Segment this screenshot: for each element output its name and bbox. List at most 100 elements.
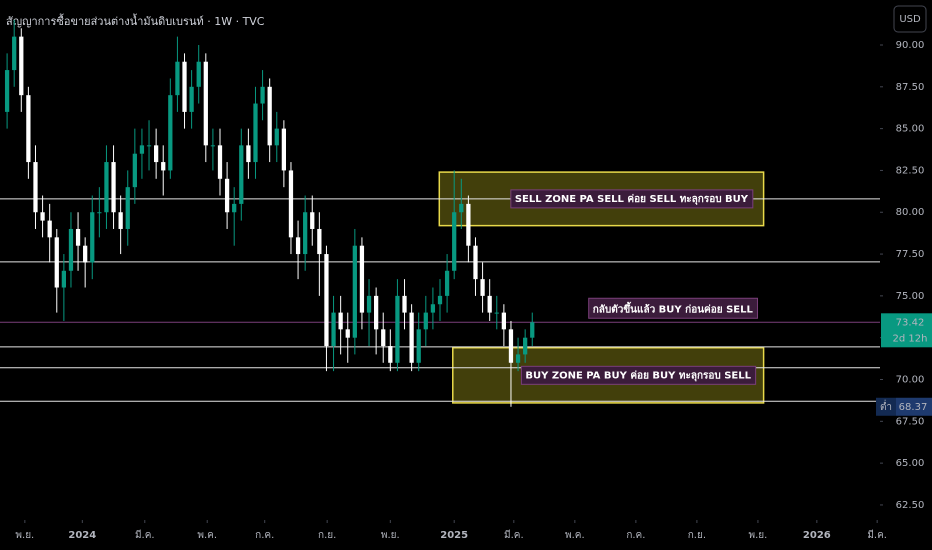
candle-body	[352, 245, 357, 338]
candle	[12, 19, 17, 87]
y-tick-label: 90.00	[896, 40, 925, 51]
candle-body	[217, 145, 223, 179]
y-tick-label: 85.00	[896, 124, 925, 135]
candle	[515, 337, 521, 372]
candle-body	[4, 70, 10, 112]
candle	[274, 111, 279, 163]
candle	[61, 254, 66, 321]
low-value: 68.37	[899, 402, 928, 413]
x-tick-label: พ.ค.	[565, 530, 585, 541]
candle	[402, 279, 407, 330]
candle	[366, 279, 372, 347]
x-tick-label: ก.ย.	[688, 530, 706, 541]
candle	[324, 245, 329, 372]
candle	[33, 145, 38, 229]
candle	[26, 86, 31, 179]
candle-body	[168, 95, 173, 171]
x-tick-label: มี.ค.	[867, 529, 887, 541]
candle	[444, 254, 450, 313]
candle-body	[75, 228, 81, 246]
candle	[487, 279, 492, 321]
candle	[267, 78, 272, 163]
low-tag: ต่ำ	[880, 399, 892, 413]
y-tick-label: 67.50	[896, 416, 925, 427]
candle-body	[317, 228, 322, 255]
zone-label: BUY ZONE PA BUY ค่อย BUY ทะลุกรอบ SELL	[525, 369, 751, 381]
candle	[224, 162, 230, 229]
zone-label-box	[520, 365, 757, 385]
candle-body	[395, 295, 400, 363]
candle	[281, 120, 286, 188]
candle-body	[54, 237, 59, 288]
candle-body	[239, 145, 244, 204]
currency[interactable]: USD	[899, 14, 921, 25]
candle-body	[530, 322, 535, 338]
candle-body	[154, 145, 159, 163]
candle	[146, 120, 152, 171]
candle-body	[416, 329, 421, 363]
candle	[125, 170, 130, 246]
candle	[196, 44, 201, 104]
low-badge	[896, 397, 932, 416]
candle-body	[359, 245, 365, 313]
candle	[90, 195, 95, 280]
candle	[260, 70, 265, 121]
candle-body	[480, 279, 485, 296]
candle-body	[267, 86, 272, 146]
candle-body	[473, 245, 478, 280]
candle-body	[139, 145, 145, 154]
candle-body	[303, 212, 308, 255]
candle-body	[515, 354, 521, 363]
candle-body	[402, 295, 407, 313]
candle-body	[253, 103, 258, 163]
y-tick-label: 75.00	[896, 291, 925, 302]
last-price-label: 73.42	[896, 317, 925, 328]
candle-body	[324, 254, 329, 347]
candle	[530, 312, 535, 347]
x-tick-label: 2024	[68, 530, 96, 541]
candle-body	[47, 220, 52, 238]
candle	[345, 312, 350, 363]
candle-body	[203, 61, 208, 146]
candle	[182, 53, 187, 129]
candle	[75, 212, 81, 271]
candle-body	[366, 295, 372, 313]
candle-body	[83, 245, 88, 263]
candle	[68, 212, 74, 288]
candle-body	[61, 270, 66, 288]
candle	[203, 53, 208, 163]
candle-body	[295, 237, 301, 255]
candle	[317, 212, 322, 296]
x-tick-label: มี.ค.	[504, 529, 524, 541]
annotation: กลับตัวขึ้นแล้ว BUY ก่อนค่อย SELL	[593, 301, 754, 315]
candle-body	[125, 187, 130, 229]
candle	[494, 295, 499, 330]
candle-body	[437, 295, 443, 305]
candle-body	[90, 212, 95, 263]
candle	[331, 295, 336, 372]
candle-body	[196, 61, 201, 87]
candle	[4, 53, 10, 129]
currency-button[interactable]	[893, 5, 927, 33]
candle	[210, 128, 216, 171]
candle-body	[459, 203, 464, 213]
candle	[175, 36, 180, 112]
candle	[409, 304, 414, 372]
y-tick-label: 80.00	[896, 207, 925, 218]
y-tick-label: 77.50	[896, 249, 925, 260]
candle-body	[281, 128, 286, 171]
candle-body	[26, 95, 31, 163]
candle-body	[111, 162, 116, 213]
candle	[352, 228, 357, 355]
x-tick-label: พ.ย.	[15, 530, 34, 541]
candle	[437, 279, 443, 321]
y-tick-label: 87.50	[896, 82, 925, 93]
candle	[97, 187, 102, 238]
candle	[253, 86, 258, 179]
candle-body	[430, 304, 436, 313]
candle	[295, 220, 301, 280]
x-tick-label: ก.ย.	[318, 530, 336, 541]
zone-label-box	[510, 189, 754, 209]
candle	[395, 279, 400, 372]
candle	[416, 312, 421, 372]
